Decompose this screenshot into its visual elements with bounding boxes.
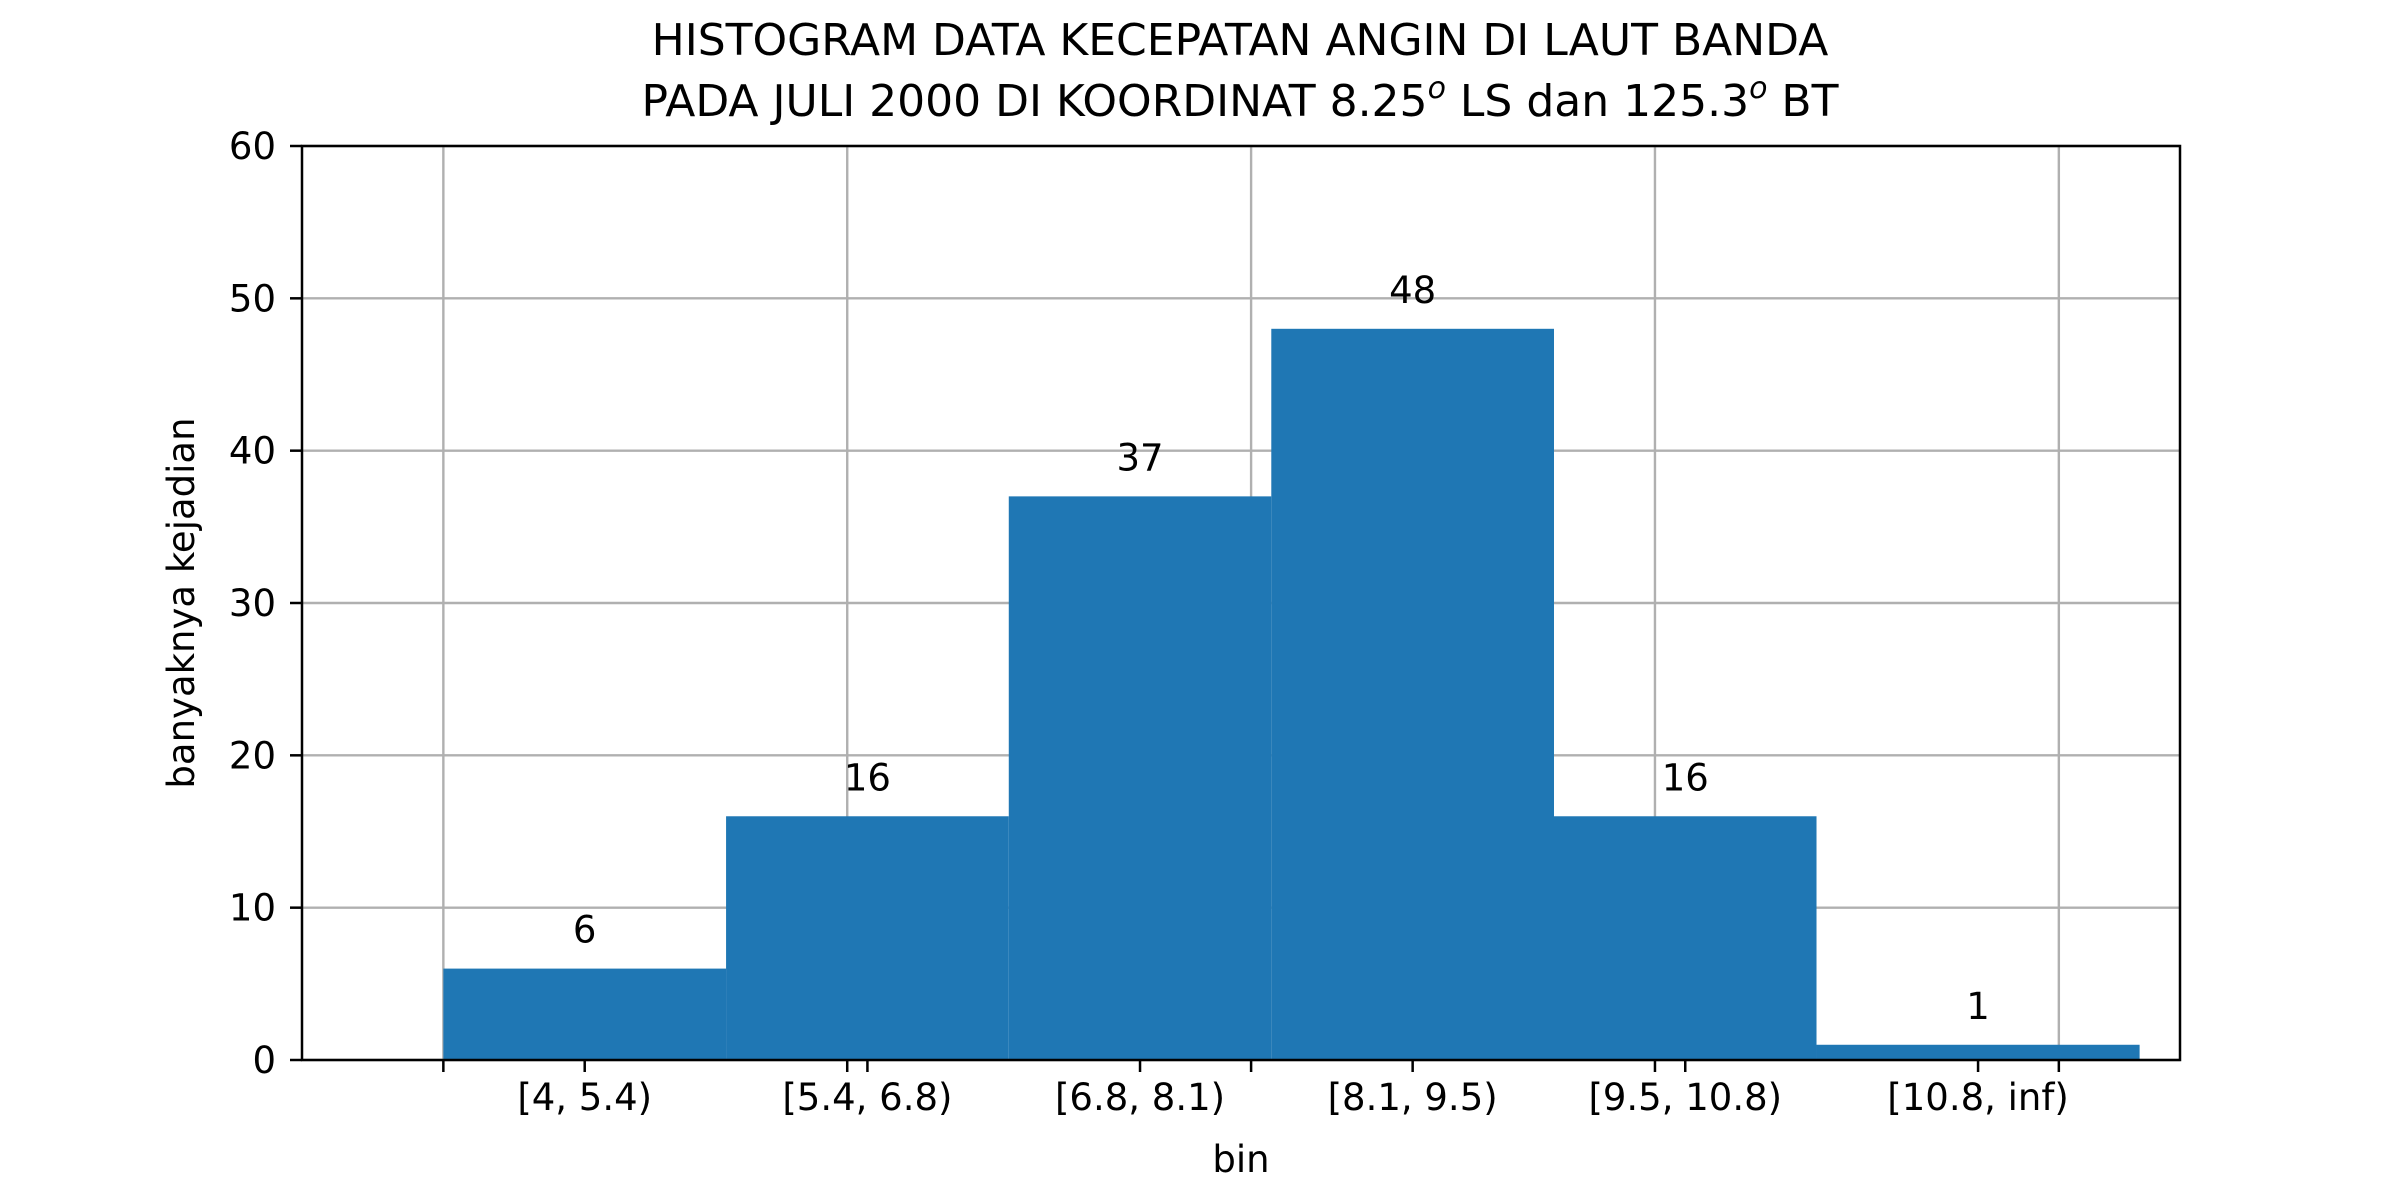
- data-label-4: 16: [1662, 756, 1709, 799]
- chart-title-line-1: HISTOGRAM DATA KECEPATAN ANGIN DI LAUT B…: [652, 15, 1829, 66]
- bar-data-labels: 6 16 37 48 16 1: [573, 269, 1990, 1028]
- x-tick-label-3: [8.1, 9.5): [1328, 1076, 1498, 1119]
- data-label-0: 6: [573, 909, 597, 952]
- x-tick-label-0: [4, 5.4): [517, 1076, 652, 1119]
- data-label-3: 48: [1389, 269, 1436, 312]
- histogram-bars: [443, 328, 2140, 1060]
- x-tick-label-1: [5.4, 6.8): [782, 1076, 952, 1119]
- bar-3: [1271, 328, 1554, 1060]
- y-tick-label-2: 20: [229, 734, 276, 777]
- data-label-1: 16: [844, 756, 891, 799]
- y-tick-label-6: 60: [229, 125, 276, 168]
- x-axis-label: bin: [1212, 1138, 1269, 1181]
- bar-0: [443, 968, 727, 1060]
- bar-1: [726, 816, 1009, 1060]
- data-label-5: 1: [1966, 985, 1990, 1028]
- y-tick-label-1: 10: [229, 887, 276, 930]
- chart-title-line-2: PADA JULI 2000 DI KOORDINAT 8.25o LS dan…: [642, 71, 1839, 127]
- x-tick-label-4: [9.5, 10.8): [1588, 1076, 1782, 1119]
- data-label-2: 37: [1116, 436, 1163, 479]
- y-tick-label-3: 30: [229, 582, 276, 625]
- bar-5: [1816, 1044, 2140, 1060]
- axis-ticks: 0 10 20 30 40 50 60 [4, 5.4) [5.4, 6.8) [6.8, 8.1…: [229, 125, 2069, 1119]
- y-axis-label: banyaknya kejadian: [160, 417, 203, 788]
- bar-2: [1008, 496, 1272, 1060]
- y-tick-label-4: 40: [229, 430, 276, 473]
- bar-4: [1554, 816, 1817, 1060]
- x-tick-label-5: [10.8, inf): [1887, 1076, 2069, 1119]
- x-tick-label-2: [6.8, 8.1): [1055, 1076, 1225, 1119]
- y-tick-label-5: 50: [229, 277, 276, 320]
- y-tick-label-0: 0: [252, 1039, 276, 1082]
